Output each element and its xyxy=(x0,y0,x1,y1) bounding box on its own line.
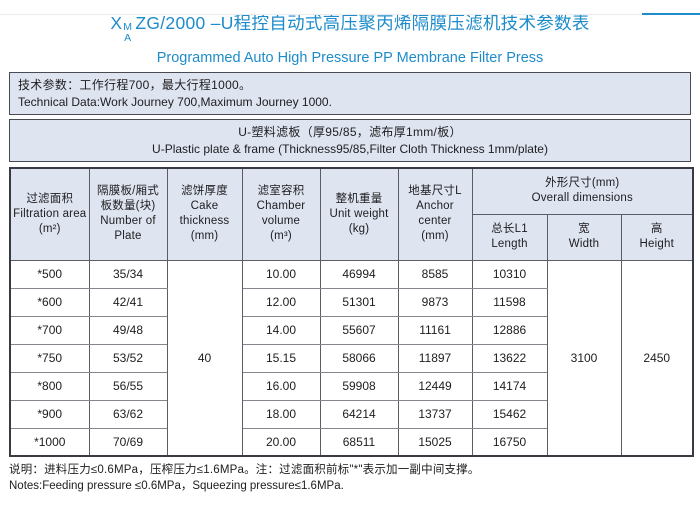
title-block: X M A ZG/2000 –U程控自动式高压聚丙烯隔膜压滤机技术参数表 Progra… xyxy=(9,12,691,67)
cell-anchor-center: 12449 xyxy=(397,371,473,401)
cell-filtration-area: *700 xyxy=(9,315,90,345)
col-header-height: 高 Height xyxy=(620,213,694,261)
plate-spec-box: U-塑料滤板（厚95/85，滤布厚1mm/板） U-Plastic plate … xyxy=(9,119,691,163)
datasheet-page: X M A ZG/2000 –U程控自动式高压聚丙烯隔膜压滤机技术参数表 Progra… xyxy=(0,12,700,494)
cell-chamber-volume: 15.15 xyxy=(241,343,321,373)
cell-filtration-area: *1000 xyxy=(9,427,90,457)
cell-anchor-center: 11161 xyxy=(397,315,473,345)
plate-spec-en: U-Plastic plate & frame (Thickness95/85,… xyxy=(152,141,548,156)
cell-filtration-area: *900 xyxy=(9,399,90,429)
cell-unit-weight: 55607 xyxy=(319,315,399,345)
col-header-overall-dimensions: 外形尺寸(mm) Overall dimensions xyxy=(471,167,694,215)
cell-number-of-plate: 42/41 xyxy=(88,287,168,317)
notes: 说明：进料压力≤0.6MPa，压榨压力≤1.6MPa。注：过滤面积前标"*"表示… xyxy=(9,462,691,494)
cell-filtration-area: *750 xyxy=(9,343,90,373)
cell-length: 11598 xyxy=(471,287,548,317)
model-variant-a: A xyxy=(124,32,132,45)
cell-number-of-plate: 49/48 xyxy=(88,315,168,345)
cell-chamber-volume: 18.00 xyxy=(241,399,321,429)
cell-length: 15462 xyxy=(471,399,548,429)
model-variant-m: M xyxy=(123,21,133,33)
cell-length: 13622 xyxy=(471,343,548,373)
col-header-cake-thickness: 滤饼厚度 Cake thickness (mm) xyxy=(166,167,243,261)
cell-anchor-center: 13737 xyxy=(397,399,473,429)
spec-row-1000: *1000 70/69 20.00 68511 15025 16750 xyxy=(9,427,693,457)
title-cn: ZG/2000 –U程控自动式高压聚丙烯隔膜压滤机技术参数表 xyxy=(135,13,590,33)
cell-anchor-center: 8585 xyxy=(397,259,473,289)
subtitle-en: Programmed Auto High Pressure PP Membran… xyxy=(156,50,544,67)
cell-filtration-area: *500 xyxy=(9,259,90,289)
notes-cn: 说明：进料压力≤0.6MPa，压榨压力≤1.6MPa。注：过滤面积前标"*"表示… xyxy=(9,464,480,477)
cell-chamber-volume: 10.00 xyxy=(241,259,321,289)
cell-number-of-plate: 35/34 xyxy=(88,259,168,289)
tech-params-box: 技术参数：工作行程700，最大行程1000。 Technical Data:Wo… xyxy=(9,72,691,116)
cell-unit-weight: 51301 xyxy=(319,287,399,317)
cell-number-of-plate: 70/69 xyxy=(88,427,168,457)
cell-number-of-plate: 63/62 xyxy=(88,399,168,429)
plate-spec-cn: U-塑料滤板（厚95/85，滤布厚1mm/板） xyxy=(238,125,462,140)
spec-table: 过滤面积 Filtration area (m²) 隔膜板/厢式 板数量(块) … xyxy=(9,167,695,458)
merged-height-cell: 2450 xyxy=(620,259,694,457)
spec-row-600: *600 42/41 12.00 51301 9873 11598 xyxy=(9,287,693,317)
cell-chamber-volume: 20.00 xyxy=(241,427,321,457)
top-right-accent-line xyxy=(642,13,700,15)
tech-params-en: Technical Data:Work Journey 700,Maximum … xyxy=(18,94,332,109)
cell-filtration-area: *800 xyxy=(9,371,90,401)
col-header-anchor-center: 地基尺寸L Anchor center (mm) xyxy=(397,167,473,261)
cell-number-of-plate: 53/52 xyxy=(88,343,168,373)
notes-en: Notes:Feeding pressure ≤0.6MPa，Squeezing… xyxy=(9,480,344,493)
col-header-chamber-volume: 滤室容积 Chamber volume (m³) xyxy=(241,167,321,261)
spec-row-800: *800 56/55 16.00 59908 12449 14174 xyxy=(9,371,693,401)
cell-unit-weight: 64214 xyxy=(319,399,399,429)
cell-length: 12886 xyxy=(471,315,548,345)
cell-anchor-center: 9873 xyxy=(397,287,473,317)
col-header-unit-weight: 整机重量 Unit weight (kg) xyxy=(319,167,399,261)
page-title: X M A ZG/2000 –U程控自动式高压聚丙烯隔膜压滤机技术参数表 xyxy=(9,12,691,44)
cell-unit-weight: 58066 xyxy=(319,343,399,373)
spec-row-500: *500 35/34 40 10.00 46994 8585 10310 310… xyxy=(9,259,694,457)
cell-unit-weight: 68511 xyxy=(319,427,399,457)
merged-cake-thickness-cell: 40 xyxy=(166,259,243,457)
cell-chamber-volume: 12.00 xyxy=(241,287,321,317)
col-header-filtration-area: 过滤面积 Filtration area (m²) xyxy=(9,167,90,261)
col-header-length: 总长L1 Length xyxy=(471,213,548,261)
merged-width-cell: 3100 xyxy=(546,259,622,457)
cell-anchor-center: 11897 xyxy=(397,343,473,373)
cell-length: 14174 xyxy=(471,371,548,401)
cell-anchor-center: 15025 xyxy=(397,427,473,457)
cell-chamber-volume: 14.00 xyxy=(241,315,321,345)
cell-unit-weight: 59908 xyxy=(319,371,399,401)
cell-unit-weight: 46994 xyxy=(319,259,399,289)
cell-length: 16750 xyxy=(471,427,548,457)
cell-number-of-plate: 56/55 xyxy=(88,371,168,401)
cell-filtration-area: *600 xyxy=(9,287,90,317)
model-prefix: X xyxy=(110,13,123,33)
spec-row-900: *900 63/62 18.00 64214 13737 15462 xyxy=(9,399,693,429)
col-header-number-of-plate: 隔膜板/厢式 板数量(块) Number of Plate xyxy=(88,167,168,261)
page-top-rule xyxy=(0,14,700,15)
tech-params-cn: 技术参数：工作行程700，最大行程1000。 xyxy=(18,78,252,93)
cell-length: 10310 xyxy=(471,259,548,289)
cell-chamber-volume: 16.00 xyxy=(241,371,321,401)
spec-row-700: *700 49/48 14.00 55607 11161 12886 xyxy=(9,315,693,345)
col-header-width: 宽 Width xyxy=(546,213,622,261)
